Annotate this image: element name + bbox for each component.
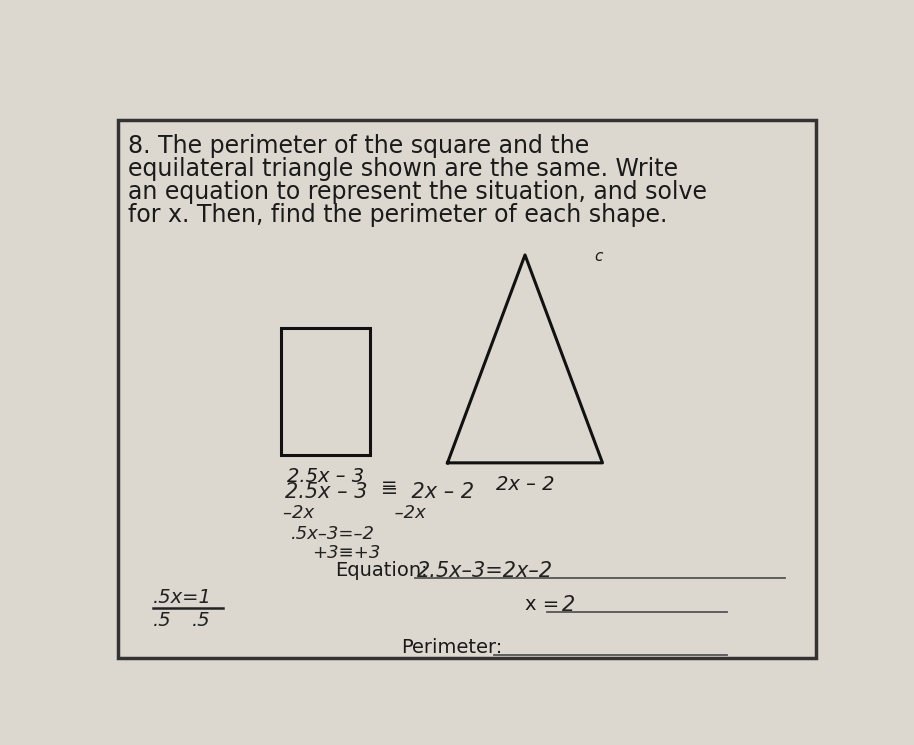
Text: 8. The perimeter of the square and the: 8. The perimeter of the square and the <box>128 134 590 158</box>
Text: .5x–3=–2: .5x–3=–2 <box>291 525 375 543</box>
Text: =: = <box>381 475 398 494</box>
Text: Perimeter:: Perimeter: <box>401 638 503 656</box>
Text: –2x              –2x: –2x –2x <box>283 504 426 522</box>
Text: 2.5x – 3  =  2x – 2: 2.5x – 3 = 2x – 2 <box>285 482 473 502</box>
Text: 2.5x – 3: 2.5x – 3 <box>287 467 364 486</box>
Text: 2x – 2: 2x – 2 <box>495 475 554 494</box>
Bar <box>281 328 370 455</box>
Text: x =: x = <box>525 595 559 615</box>
Text: 2: 2 <box>562 595 576 615</box>
Text: Equation:: Equation: <box>335 561 428 580</box>
Text: .5x=1: .5x=1 <box>153 589 212 607</box>
Text: an equation to represent the situation, and solve: an equation to represent the situation, … <box>128 180 707 204</box>
Text: +3≡+3: +3≡+3 <box>312 544 380 562</box>
Text: for x. Then, find the perimeter of each shape.: for x. Then, find the perimeter of each … <box>128 203 667 227</box>
Text: c: c <box>595 249 603 264</box>
Text: 2.5x–3=2x–2: 2.5x–3=2x–2 <box>417 561 553 580</box>
Text: .5: .5 <box>192 612 210 630</box>
Text: equilateral triangle shown are the same. Write: equilateral triangle shown are the same.… <box>128 157 678 181</box>
Text: .5: .5 <box>153 612 172 630</box>
